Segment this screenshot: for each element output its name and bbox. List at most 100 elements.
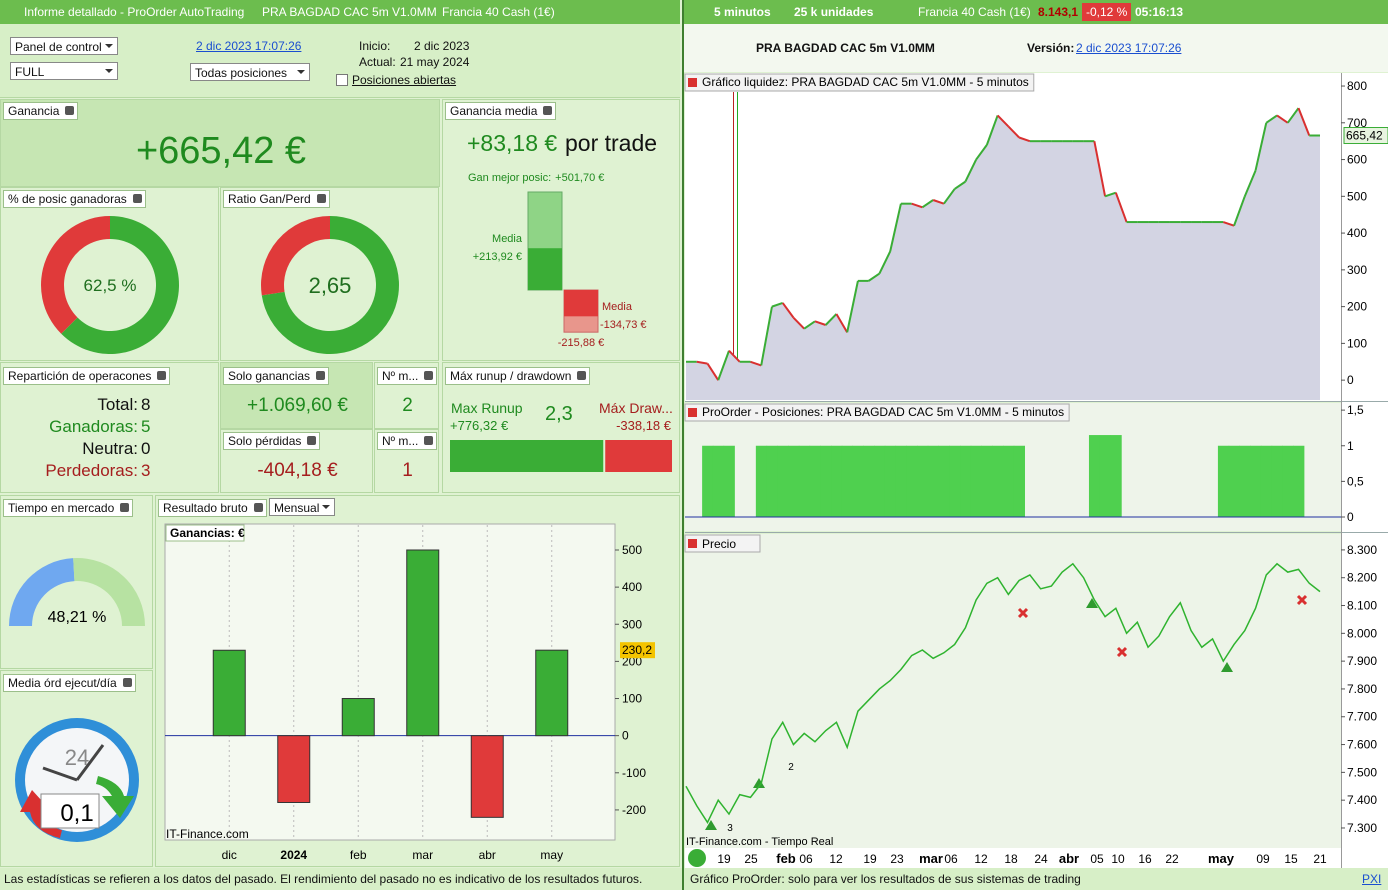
panel-title: Solo ganancias [223,367,330,385]
y-tick-label: 0,5 [1347,474,1364,488]
donut-rest [41,216,110,334]
x-tick-label: feb [776,851,796,866]
checkbox[interactable] [336,74,348,86]
timeframe[interactable]: 5 minutos [714,5,771,19]
current-label: 665,42 [1346,129,1383,143]
equity-segment [814,320,827,326]
y-tick-label: 700 [1347,116,1367,130]
y-tick-label: 1,5 [1347,403,1364,417]
panel-title: % de posic ganadoras [3,190,146,208]
equity-segment [911,202,923,209]
full-select[interactable]: FULL [10,62,118,80]
x-tick-label: 25 [744,852,758,866]
position-bar [927,445,940,517]
equity-segment [1297,107,1311,136]
equity-segment [717,350,730,381]
position-bar [1110,435,1122,517]
window-title: Informe detallado - ProOrder AutoTrading [24,5,245,19]
bar [212,649,246,737]
y-tick-label: 0 [1347,510,1354,524]
runup-label: Max Runup [451,400,523,416]
y-tick-label: 8.200 [1347,571,1377,585]
xaxis-bg [685,848,1341,868]
panel-title: Tiempo en mercado [3,499,134,517]
loss-label: Media [602,301,633,313]
y-tick-label: 0 [622,729,629,743]
panel-select[interactable]: Panel de control [10,37,118,55]
x-tick-label: 12 [974,852,988,866]
price-bg [685,534,1341,848]
y-tick-label: 100 [622,692,642,706]
x-tick-label: 19 [717,852,731,866]
x-tick-label: 21 [1313,852,1327,866]
cursor-box [620,642,655,659]
panel-title-box [684,403,1070,422]
change: -0,12 % [1082,3,1132,21]
equity-segment [771,301,784,308]
tiempo-panel: Tiempo en mercado [0,495,153,669]
equity-segment [696,360,708,365]
equity-segment [1286,107,1300,124]
position-bar [960,445,972,517]
open-positions[interactable]: Posiciones abiertas [352,73,457,87]
position-bar [820,445,832,517]
y-tick-label: 8.300 [1347,543,1377,557]
drawdown-value: -338,18 € [616,418,672,433]
positions-select[interactable]: Todas posiciones [190,63,310,81]
rep-value: 3 [141,461,151,480]
panel-title: Nº m... [377,367,438,385]
equity-segment [964,159,978,183]
x-tick-label: 05 [1090,852,1104,866]
x-tick-label: abr [479,848,496,862]
equity-segment [728,350,741,363]
pxi[interactable]: PXI [1362,872,1382,886]
best-title: Gan mejor posic: [468,172,551,184]
units[interactable]: 25 k unidades [794,5,874,19]
equity-segment [975,144,988,161]
y-tick-label: 800 [1347,79,1367,93]
panel-title: Máx runup / drawdown [445,367,591,385]
x-tick-label: 22 [1165,852,1179,866]
right-header: PRA BAGDAD CAC 5m V1.0MM Versión: 2 dic … [684,24,1388,72]
x-tick-label: 2024 [280,848,307,862]
count-panel: Nº m... 1 [374,429,439,493]
divider [682,0,684,890]
period-select[interactable]: Mensual [269,498,335,516]
panel-title: Ratio Gan/Perd [223,190,330,208]
position-bar [906,445,918,517]
instrument: Francia 40 Cash (1€) [442,5,555,19]
position-bar [1013,445,1025,517]
y-tick-label: 7.900 [1347,654,1377,668]
equity-segment [868,272,880,282]
equity-segment [1093,140,1107,197]
position-bar [981,445,993,517]
donut-label: 62,5 % [84,276,137,295]
footer-right: Gráfico ProOrder: solo para ver los resu… [684,868,1388,890]
bar [535,649,569,737]
y-tick-label: 8.000 [1347,626,1377,640]
date-link[interactable]: 2 dic 2023 17:07:26 [196,39,302,53]
panel-title: Precio [702,537,736,551]
x-tick-label: 19 [863,852,877,866]
toolbar: Panel de control FULL 2 dic 2023 17:07:2… [0,24,680,98]
equity-area [686,108,1320,401]
position-bar [712,445,725,517]
x-tick-label: 09 [1256,852,1270,866]
nav-button[interactable] [688,849,706,867]
equity-segment [932,199,945,205]
avg-unit: por trade [565,130,658,156]
rep-label: Neutra: [82,439,138,458]
rep-label: Perdedoras: [45,461,138,480]
footer-text: Gráfico ProOrder: solo para ver los resu… [690,872,1081,886]
position-bar [1271,445,1283,517]
drawdown-bar [605,440,672,472]
equity-segment [1222,221,1235,227]
win-avg-bar [528,248,562,290]
y-tick-label: 8.100 [1347,599,1377,613]
version-link[interactable]: 2 dic 2023 17:07:26 [1076,41,1182,55]
position-bar [788,445,800,517]
y-tick-label: 1 [1347,439,1354,453]
position-bar [852,445,864,517]
y-tick-label: 7.400 [1347,793,1377,807]
